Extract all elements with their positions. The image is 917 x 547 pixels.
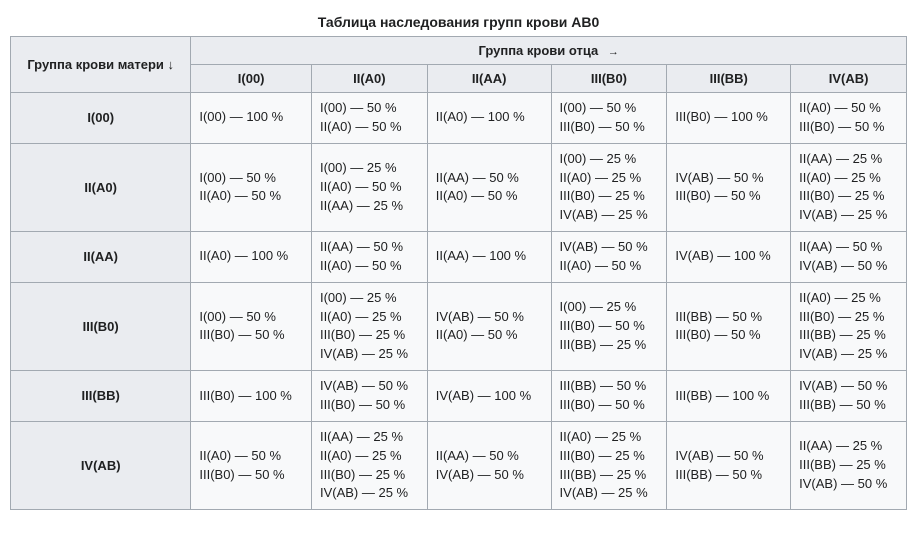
cell-3-3: I(00) — 25 %III(B0) — 50 %III(BB) — 25 % [551, 282, 667, 370]
cell-4-5: IV(AB) — 50 %III(BB) — 50 % [791, 371, 907, 422]
father-header-text: Группа крови отца [478, 43, 598, 58]
cell-0-5: II(A0) — 50 %III(B0) — 50 % [791, 93, 907, 144]
cell-4-3: III(BB) — 50 %III(B0) — 50 % [551, 371, 667, 422]
cell-3-2: IV(AB) — 50 %II(A0) — 50 % [427, 282, 551, 370]
father-col-5: IV(AB) [791, 65, 907, 93]
inheritance-table: Таблица наследования групп крови AB0 Гру… [10, 10, 907, 510]
father-col-1: II(A0) [311, 65, 427, 93]
cell-5-1: II(AA) — 25 %II(A0) — 25 %III(B0) — 25 %… [311, 421, 427, 509]
mother-row-3: III(B0) [11, 282, 191, 370]
cell-3-4: III(BB) — 50 %III(B0) — 50 % [667, 282, 791, 370]
father-col-4: III(BB) [667, 65, 791, 93]
cell-3-1: I(00) — 25 %II(A0) — 25 %III(B0) — 25 %I… [311, 282, 427, 370]
cell-1-3: I(00) — 25 %II(A0) — 25 %III(B0) — 25 %I… [551, 143, 667, 231]
cell-5-3: II(A0) — 25 %III(B0) — 25 %III(BB) — 25 … [551, 421, 667, 509]
table-body: I(00)I(00) — 100 %I(00) — 50 %II(A0) — 5… [11, 93, 907, 510]
mother-row-5: IV(AB) [11, 421, 191, 509]
mother-row-0: I(00) [11, 93, 191, 144]
table-caption: Таблица наследования групп крови AB0 [10, 10, 907, 36]
table-row: II(AA)II(A0) — 100 %II(AA) — 50 %II(A0) … [11, 232, 907, 283]
father-col-2: II(AA) [427, 65, 551, 93]
mother-header: Группа крови матери ↓ [11, 37, 191, 93]
mother-row-1: II(A0) [11, 143, 191, 231]
cell-2-0: II(A0) — 100 % [191, 232, 312, 283]
father-header: Группа крови отца → [191, 37, 907, 65]
arrow-right-icon: → [602, 46, 619, 58]
mother-row-2: II(AA) [11, 232, 191, 283]
table-row: IV(AB)II(A0) — 50 %III(B0) — 50 %II(AA) … [11, 421, 907, 509]
cell-3-5: II(A0) — 25 %III(B0) — 25 %III(BB) — 25 … [791, 282, 907, 370]
father-col-3: III(B0) [551, 65, 667, 93]
cell-0-1: I(00) — 50 %II(A0) — 50 % [311, 93, 427, 144]
cell-5-2: II(AA) — 50 %IV(AB) — 50 % [427, 421, 551, 509]
father-col-0: I(00) [191, 65, 312, 93]
table-row: III(B0)I(00) — 50 %III(B0) — 50 %I(00) —… [11, 282, 907, 370]
cell-2-2: II(AA) — 100 % [427, 232, 551, 283]
cell-5-4: IV(AB) — 50 %III(BB) — 50 % [667, 421, 791, 509]
mother-row-4: III(BB) [11, 371, 191, 422]
cell-2-1: II(AA) — 50 %II(A0) — 50 % [311, 232, 427, 283]
cell-1-5: II(AA) — 25 %II(A0) — 25 %III(B0) — 25 %… [791, 143, 907, 231]
cell-0-3: I(00) — 50 %III(B0) — 50 % [551, 93, 667, 144]
cell-5-0: II(A0) — 50 %III(B0) — 50 % [191, 421, 312, 509]
table-row: II(A0)I(00) — 50 %II(A0) — 50 %I(00) — 2… [11, 143, 907, 231]
cell-4-1: IV(AB) — 50 %III(B0) — 50 % [311, 371, 427, 422]
cell-4-0: III(B0) — 100 % [191, 371, 312, 422]
cell-1-0: I(00) — 50 %II(A0) — 50 % [191, 143, 312, 231]
cell-5-5: II(AA) — 25 %III(BB) — 25 %IV(AB) — 50 % [791, 421, 907, 509]
table-row: I(00)I(00) — 100 %I(00) — 50 %II(A0) — 5… [11, 93, 907, 144]
cell-2-5: II(AA) — 50 %IV(AB) — 50 % [791, 232, 907, 283]
cell-3-0: I(00) — 50 %III(B0) — 50 % [191, 282, 312, 370]
cell-0-0: I(00) — 100 % [191, 93, 312, 144]
cell-4-4: III(BB) — 100 % [667, 371, 791, 422]
cell-1-2: II(AA) — 50 %II(A0) — 50 % [427, 143, 551, 231]
cell-2-3: IV(AB) — 50 %II(A0) — 50 % [551, 232, 667, 283]
cell-0-4: III(B0) — 100 % [667, 93, 791, 144]
table-row: III(BB)III(B0) — 100 %IV(AB) — 50 %III(B… [11, 371, 907, 422]
cell-2-4: IV(AB) — 100 % [667, 232, 791, 283]
cell-1-4: IV(AB) — 50 %III(B0) — 50 % [667, 143, 791, 231]
cell-1-1: I(00) — 25 %II(A0) — 50 %II(AA) — 25 % [311, 143, 427, 231]
cell-0-2: II(A0) — 100 % [427, 93, 551, 144]
cell-4-2: IV(AB) — 100 % [427, 371, 551, 422]
